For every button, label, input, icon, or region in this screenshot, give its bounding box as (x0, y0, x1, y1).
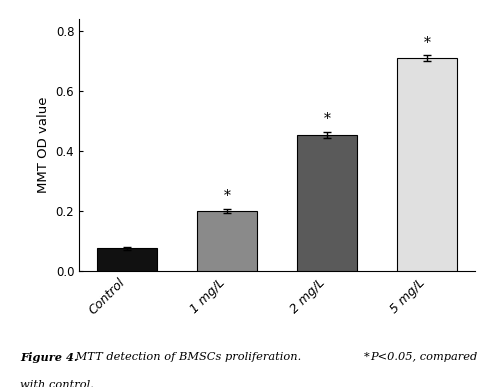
Bar (97, 248, 157, 271)
Text: Figure 4.: Figure 4. (20, 352, 78, 363)
Text: MTT detection of BMSCs proliferation.: MTT detection of BMSCs proliferation. (72, 352, 304, 362)
Y-axis label: MMT OD value: MMT OD value (37, 97, 50, 194)
Text: *: * (364, 352, 370, 362)
Bar (397, 58, 457, 271)
Text: with control.: with control. (20, 380, 94, 387)
Bar (297, 135, 357, 271)
Text: *: * (224, 189, 231, 203)
Text: *: * (424, 36, 431, 50)
Text: P<0.05, compared: P<0.05, compared (370, 352, 478, 362)
Bar (197, 211, 257, 271)
Text: *: * (324, 112, 331, 126)
